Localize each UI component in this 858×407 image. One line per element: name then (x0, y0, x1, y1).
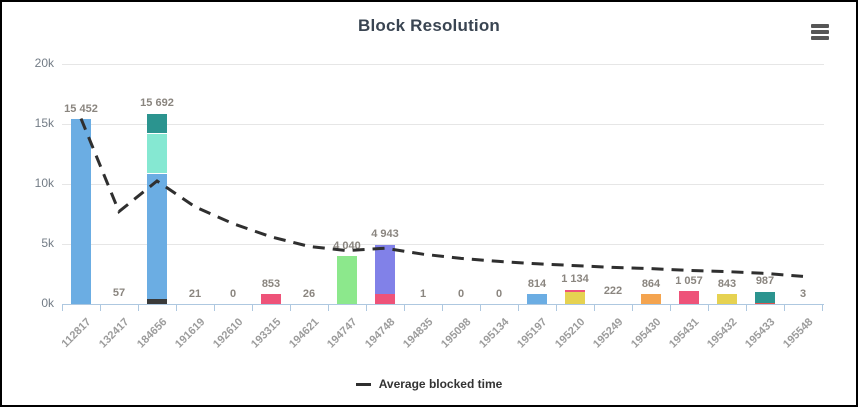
x-axis-tick (328, 305, 329, 311)
bar-195210-segment[interactable] (565, 292, 585, 304)
bar-195197-segment[interactable] (527, 294, 547, 304)
bar-value-label: 26 (302, 287, 316, 300)
bar-195433-segment[interactable] (755, 303, 775, 304)
bar-value-label: 864 (641, 277, 661, 290)
bar-value-label: 4 943 (371, 227, 399, 240)
bar-184656-segment[interactable] (147, 133, 167, 173)
x-axis-tick (746, 305, 747, 311)
hamburger-bar (811, 30, 829, 34)
x-axis-tick (518, 305, 519, 311)
bar-194748-segment[interactable] (375, 244, 395, 294)
bar-value-label: 0 (229, 288, 237, 300)
x-axis-tick (138, 305, 139, 311)
x-axis-tick (100, 305, 101, 311)
x-axis-tick (176, 305, 177, 311)
bar-value-label: 21 (188, 287, 202, 300)
x-axis-tick (480, 305, 481, 311)
bar-value-label: 15 452 (64, 102, 98, 115)
y-axis-tick-label: 0k (41, 296, 54, 310)
x-axis-tick (404, 305, 405, 311)
x-axis-tick (784, 305, 785, 311)
bar-184656-segment[interactable] (147, 298, 167, 304)
bar-193315-segment[interactable] (261, 293, 281, 304)
bar-value-label: 222 (603, 285, 623, 298)
bar-value-label: 1 (419, 287, 427, 300)
x-axis-line (62, 304, 824, 305)
bar-value-label: 853 (261, 277, 281, 290)
bar-112817-segment[interactable] (71, 118, 91, 304)
y-gridline (62, 124, 824, 125)
bar-184656-segment[interactable] (147, 173, 167, 299)
x-axis-tick (632, 305, 633, 311)
bar-195210-segment[interactable] (565, 290, 585, 292)
x-axis-tick (290, 305, 291, 311)
y-gridline (62, 184, 824, 185)
bar-195433-segment[interactable] (755, 292, 775, 304)
legend-dash-marker (355, 382, 371, 386)
bar-value-label: 1 057 (675, 275, 703, 288)
bar-value-label: 0 (457, 288, 465, 300)
bar-value-label: 0 (495, 288, 503, 300)
bar-195432-segment[interactable] (717, 293, 737, 304)
x-axis-tick (670, 305, 671, 311)
y-gridline (62, 244, 824, 245)
y-axis-tick-label: 20k (34, 56, 54, 70)
bar-194747-segment[interactable] (337, 255, 357, 304)
bar-value-label: 3 (799, 287, 807, 300)
x-axis-tick (252, 305, 253, 311)
bar-value-label: 4 040 (333, 239, 361, 252)
hamburger-bar (811, 36, 829, 40)
hamburger-bar (811, 24, 829, 28)
bar-value-label: 814 (527, 278, 547, 291)
x-axis-tick (594, 305, 595, 311)
y-axis-tick-label: 15k (34, 116, 54, 130)
x-axis-tick (556, 305, 557, 311)
bar-value-label: 15 692 (140, 96, 174, 109)
bar-value-label: 57 (112, 287, 126, 300)
bar-184656-segment[interactable] (147, 113, 167, 133)
chart-legend[interactable]: Average blocked time (2, 377, 856, 391)
bar-195430-segment[interactable] (641, 293, 661, 304)
bar-195431-segment[interactable] (679, 291, 699, 304)
x-axis-tick (62, 305, 63, 311)
x-axis-tick (822, 305, 823, 311)
chart-title: Block Resolution (357, 16, 501, 35)
bar-194748-segment[interactable] (375, 293, 395, 304)
bar-value-label: 987 (755, 275, 775, 288)
x-axis-tick (366, 305, 367, 311)
x-axis-tick (442, 305, 443, 311)
bar-value-label: 843 (717, 277, 737, 290)
x-axis-tick (708, 305, 709, 311)
y-axis-tick-label: 10k (34, 176, 54, 190)
legend-label: Average blocked time (378, 377, 503, 391)
bar-value-label: 1 134 (561, 273, 589, 286)
hamburger-menu-icon[interactable] (810, 24, 830, 42)
y-axis-tick-label: 5k (41, 236, 54, 250)
x-axis-tick (214, 305, 215, 311)
y-gridline (62, 64, 824, 65)
